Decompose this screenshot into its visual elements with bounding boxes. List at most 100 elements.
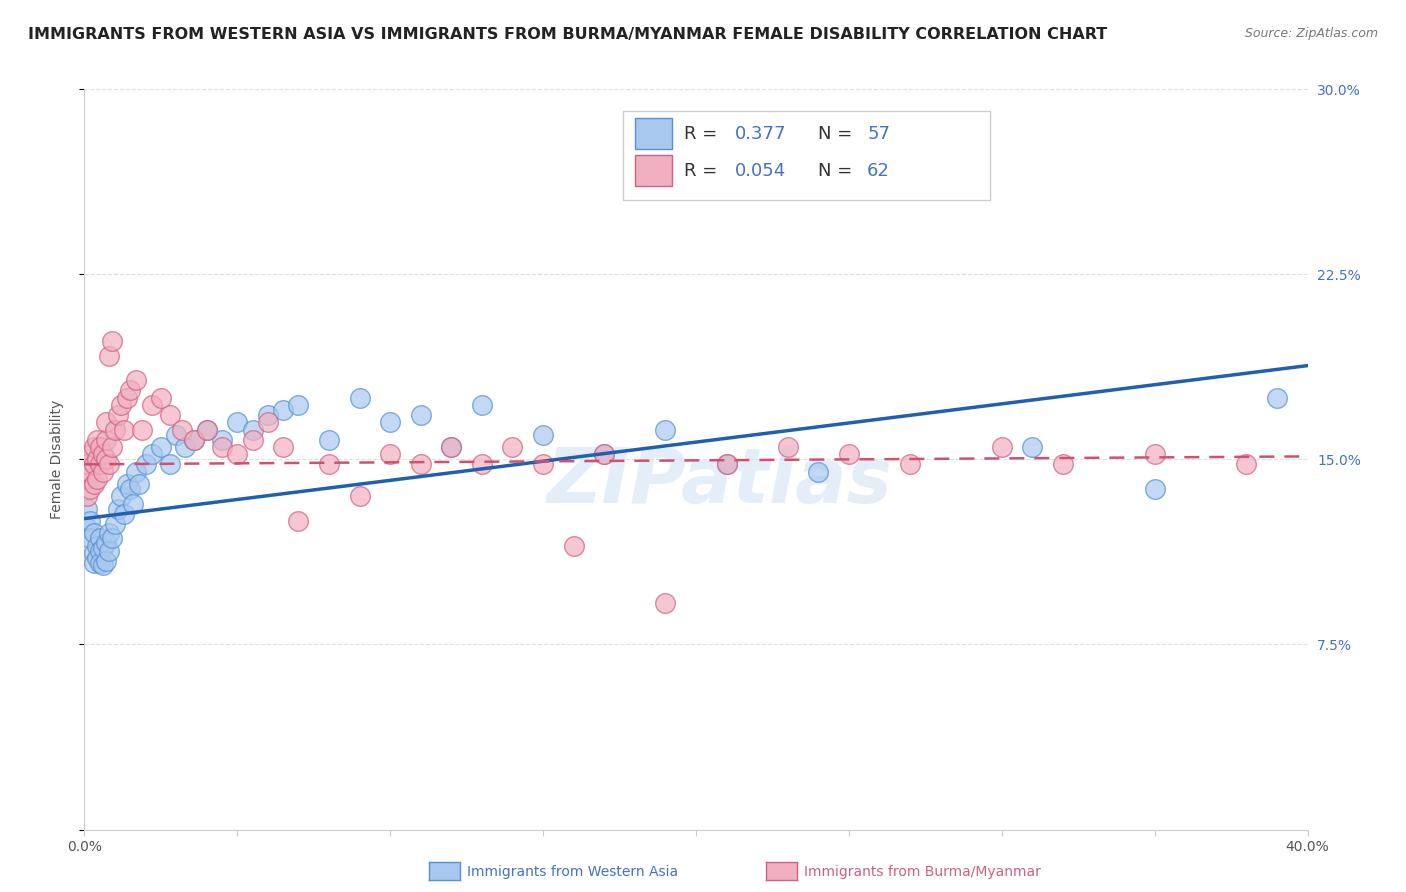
Point	[271, 440, 294, 454]
Point	[107, 501, 129, 516]
Point	[165, 427, 187, 442]
Point	[654, 423, 676, 437]
Point	[94, 415, 117, 429]
Point	[101, 440, 124, 454]
Point	[79, 514, 101, 528]
Text: 0.054: 0.054	[735, 161, 786, 179]
Point	[1236, 458, 1258, 472]
Point	[135, 458, 157, 472]
Point	[654, 595, 676, 609]
Text: 62: 62	[868, 161, 890, 179]
Point	[94, 536, 117, 550]
Point	[76, 458, 98, 472]
Point	[318, 433, 340, 447]
Text: R =: R =	[683, 125, 723, 143]
Point	[1052, 458, 1074, 472]
Point	[172, 423, 194, 437]
Text: 57: 57	[868, 125, 890, 143]
Point	[991, 440, 1014, 454]
Point	[76, 489, 98, 503]
Point	[89, 532, 111, 546]
FancyBboxPatch shape	[636, 118, 672, 149]
Point	[593, 447, 616, 461]
Point	[149, 440, 172, 454]
Point	[97, 349, 120, 363]
Point	[125, 465, 148, 479]
Point	[380, 447, 402, 461]
Text: Immigrants from Western Asia: Immigrants from Western Asia	[467, 865, 678, 880]
Point	[349, 391, 371, 405]
Point	[183, 433, 205, 447]
Point	[1021, 440, 1043, 454]
Point	[440, 440, 463, 454]
Point	[349, 489, 371, 503]
Point	[440, 440, 463, 454]
Point	[120, 384, 142, 398]
Point	[112, 423, 135, 437]
Point	[83, 477, 105, 491]
Point	[89, 543, 111, 558]
Point	[89, 458, 111, 472]
Point	[76, 521, 98, 535]
Point	[159, 408, 181, 422]
Point	[104, 516, 127, 531]
Point	[83, 458, 105, 472]
Point	[76, 501, 98, 516]
Point	[128, 477, 150, 491]
Point	[110, 398, 132, 412]
Point	[318, 458, 340, 472]
Point	[91, 558, 114, 573]
Point	[838, 447, 860, 461]
Point	[183, 433, 205, 447]
Text: ZIPatlas: ZIPatlas	[547, 444, 893, 518]
Point	[257, 415, 280, 429]
Point	[101, 334, 124, 348]
Point	[104, 423, 127, 437]
FancyBboxPatch shape	[623, 112, 990, 201]
Point	[716, 458, 738, 472]
Point	[149, 391, 172, 405]
Point	[94, 452, 117, 467]
Text: R =: R =	[683, 161, 723, 179]
Point	[79, 532, 101, 546]
Point	[83, 440, 105, 454]
Point	[125, 373, 148, 387]
Point	[593, 447, 616, 461]
Point	[101, 532, 124, 546]
Y-axis label: Female Disability: Female Disability	[49, 400, 63, 519]
Point	[271, 403, 294, 417]
Point	[94, 433, 117, 447]
Point	[1143, 482, 1166, 496]
Point	[83, 556, 105, 570]
Text: N =: N =	[818, 125, 858, 143]
Point	[174, 440, 197, 454]
Point	[89, 556, 111, 570]
Point	[226, 415, 249, 429]
Point	[86, 539, 108, 553]
Point	[86, 472, 108, 486]
Point	[531, 427, 554, 442]
Point	[471, 398, 494, 412]
Point	[97, 458, 120, 472]
Point	[531, 458, 554, 472]
Point	[242, 433, 264, 447]
Point	[86, 551, 108, 566]
Point	[409, 458, 432, 472]
Point	[79, 465, 101, 479]
Point	[86, 452, 108, 467]
Point	[115, 477, 138, 491]
Text: 0.377: 0.377	[735, 125, 786, 143]
Point	[287, 514, 309, 528]
Point	[898, 119, 921, 133]
Point	[562, 539, 585, 553]
Point	[83, 546, 105, 560]
Point	[115, 391, 138, 405]
Point	[1265, 391, 1288, 405]
Point	[141, 398, 163, 412]
Point	[502, 440, 524, 454]
Point	[409, 408, 432, 422]
Point	[76, 472, 98, 486]
Point	[716, 458, 738, 472]
Point	[112, 507, 135, 521]
Text: Immigrants from Burma/Myanmar: Immigrants from Burma/Myanmar	[804, 865, 1040, 880]
